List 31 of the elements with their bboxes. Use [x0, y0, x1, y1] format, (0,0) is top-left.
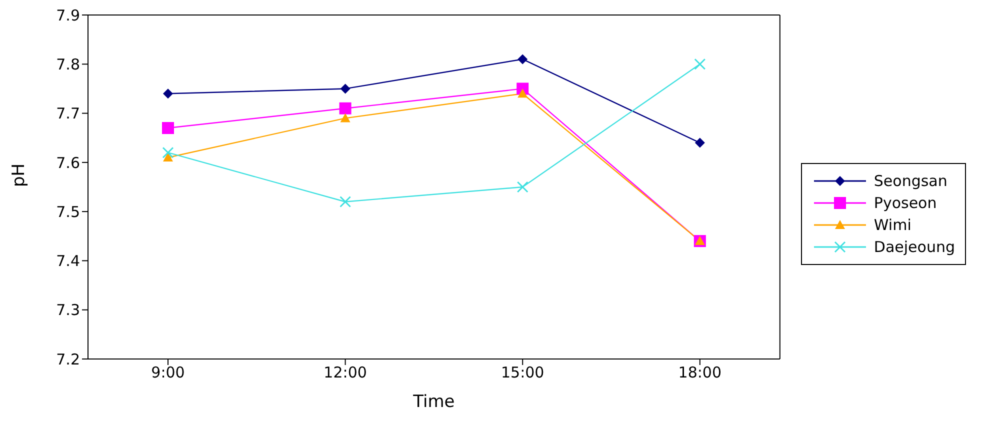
point: [339, 102, 352, 114]
legend-label: Wimi: [874, 216, 912, 234]
y-tick-label: 7.7: [56, 104, 80, 123]
y-tick-label: 7.4: [56, 252, 80, 270]
point: [518, 88, 528, 98]
legend-label: Daejeoung: [874, 238, 955, 256]
point: [516, 181, 528, 193]
x-tick-label: 15:00: [500, 364, 544, 382]
point: [340, 113, 350, 122]
legend-label: Pyoseon: [874, 194, 937, 212]
point: [163, 88, 173, 99]
y-tick-label: 7.6: [56, 154, 80, 172]
legend-label: Seongsan: [874, 172, 948, 190]
x-tick-label: 18:00: [678, 364, 722, 382]
y-tick-label: 7.2: [56, 350, 80, 368]
point: [694, 138, 705, 148]
y-tick-label: 7.8: [56, 55, 80, 74]
y-axis-title: pH: [9, 163, 30, 187]
x-tick-label: 9:00: [151, 364, 185, 382]
point: [694, 58, 706, 70]
point: [162, 146, 174, 158]
x-axis-title: Time: [412, 392, 455, 412]
point: [340, 84, 350, 94]
y-tick-label: 7.3: [56, 301, 80, 320]
point: [340, 196, 352, 208]
point: [163, 152, 173, 162]
x-tick-label: 12:00: [324, 364, 367, 382]
point: [518, 54, 528, 64]
point: [162, 122, 174, 134]
y-tick-label: 7.9: [56, 6, 80, 24]
y-tick-label: 7.5: [56, 202, 80, 221]
